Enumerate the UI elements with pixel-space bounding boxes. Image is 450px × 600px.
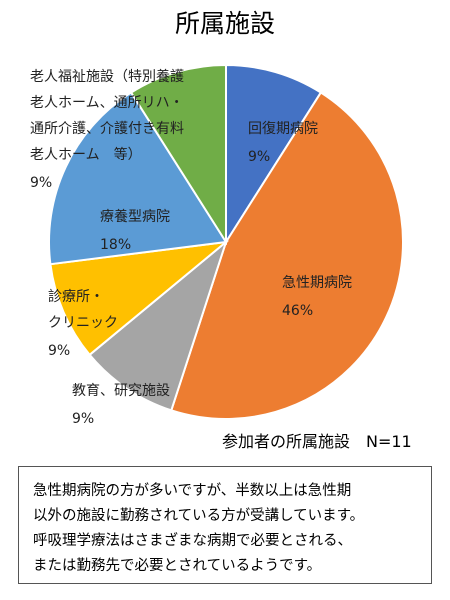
note: 急性期病院の方が多いですが、半数以上は急性期 以外の施設に勤務されている方が受講…	[18, 466, 432, 584]
value-label: 9%	[30, 175, 53, 191]
slice-label: 診療所・ クリニック	[48, 289, 118, 331]
chart-title: 所属施設	[174, 9, 275, 38]
pie-slice	[49, 240, 230, 357]
value-label: 9%	[248, 149, 271, 165]
slice-label: 回復期病院	[248, 121, 318, 137]
pie-slice	[48, 91, 228, 266]
chart-subtitle: 参加者の所属施設 N=11	[222, 432, 412, 451]
value-label: 18%	[100, 237, 132, 253]
value-label: 9%	[72, 411, 95, 427]
pie-slice	[88, 239, 229, 412]
slice-label: 老人福祉施設（特別養護 老人ホーム、通所リハ・ 通所介護、介護付き有料 老人ホー…	[30, 69, 184, 163]
slice-label: 急性期病院	[282, 275, 352, 291]
pie-slice	[170, 91, 404, 420]
value-label: 46%	[282, 303, 314, 319]
pie-slice	[129, 63, 227, 246]
slice-label: 療養型病院	[100, 209, 170, 225]
pie-slice	[225, 63, 323, 246]
value-label: 9%	[48, 343, 71, 359]
slice-label: 教育、研究施設	[72, 383, 170, 399]
